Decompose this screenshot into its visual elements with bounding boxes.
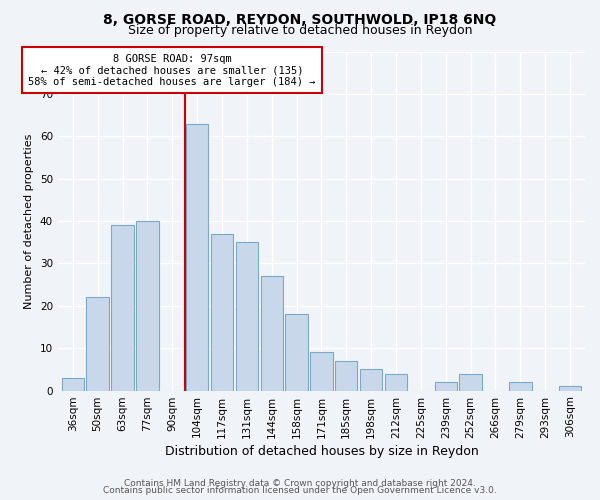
Bar: [260, 276, 283, 390]
Bar: [211, 234, 233, 390]
Text: Contains HM Land Registry data © Crown copyright and database right 2024.: Contains HM Land Registry data © Crown c…: [124, 478, 476, 488]
Text: Contains public sector information licensed under the Open Government Licence v3: Contains public sector information licen…: [103, 486, 497, 495]
Bar: [509, 382, 532, 390]
Bar: [360, 370, 382, 390]
Bar: [310, 352, 332, 391]
Text: Size of property relative to detached houses in Reydon: Size of property relative to detached ho…: [128, 24, 472, 37]
Bar: [559, 386, 581, 390]
Y-axis label: Number of detached properties: Number of detached properties: [25, 134, 34, 308]
Bar: [86, 298, 109, 390]
Bar: [62, 378, 84, 390]
Text: 8, GORSE ROAD, REYDON, SOUTHWOLD, IP18 6NQ: 8, GORSE ROAD, REYDON, SOUTHWOLD, IP18 6…: [103, 12, 497, 26]
Bar: [186, 124, 208, 390]
Text: 8 GORSE ROAD: 97sqm
← 42% of detached houses are smaller (135)
58% of semi-detac: 8 GORSE ROAD: 97sqm ← 42% of detached ho…: [28, 54, 316, 87]
Bar: [136, 221, 158, 390]
Bar: [236, 242, 258, 390]
Bar: [434, 382, 457, 390]
Bar: [385, 374, 407, 390]
X-axis label: Distribution of detached houses by size in Reydon: Distribution of detached houses by size …: [164, 444, 478, 458]
Bar: [112, 226, 134, 390]
Bar: [460, 374, 482, 390]
Bar: [335, 361, 358, 390]
Bar: [286, 314, 308, 390]
